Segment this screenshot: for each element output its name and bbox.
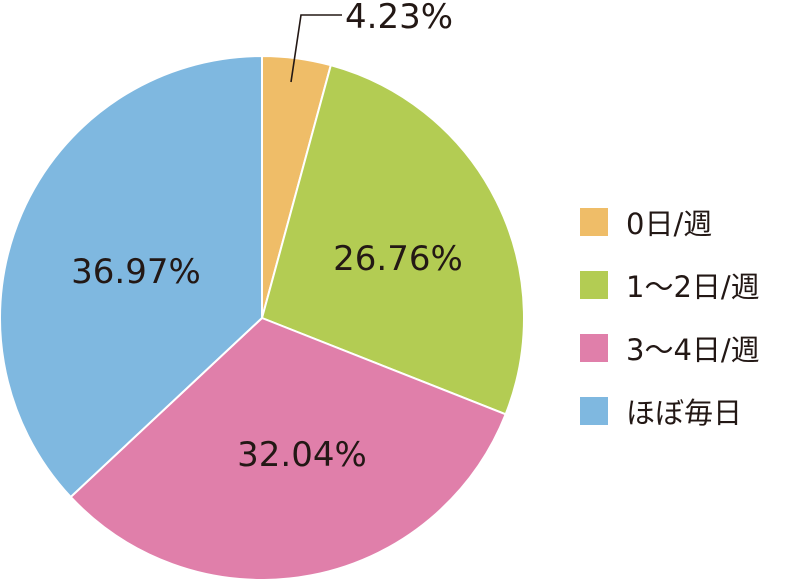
legend-item-almost-daily: ほぼ毎日 — [580, 391, 760, 431]
legend-item-1-2-days: 1〜2日/週 — [580, 265, 760, 305]
legend-label-almost-daily: ほぼ毎日 — [626, 396, 743, 430]
pie-slice-almost-daily — [0, 54, 263, 499]
pie-slice-1-2-days — [260, 63, 525, 416]
slice-label-3-4-days: 32.04% — [237, 435, 367, 475]
slice-label-almost-daily: 36.97% — [71, 252, 201, 292]
legend-label-1-2-days: 1〜2日/週 — [626, 270, 760, 304]
legend-swatch-0-days — [580, 208, 608, 236]
legend-swatch-3-4-days — [580, 334, 608, 362]
legend-swatch-almost-daily — [580, 397, 608, 425]
leader-line-0-days — [290, 14, 342, 83]
legend-label-0-days: 0日/週 — [626, 207, 713, 241]
slice-label-0-days: 4.23% — [345, 0, 453, 37]
pie-slices — [0, 54, 525, 579]
legend: 0日/週 1〜2日/週 3〜4日/週 ほぼ毎日 — [580, 202, 760, 454]
legend-swatch-1-2-days — [580, 271, 608, 299]
legend-label-3-4-days: 3〜4日/週 — [626, 333, 760, 367]
legend-item-3-4-days: 3〜4日/週 — [580, 328, 760, 368]
legend-item-0-days: 0日/週 — [580, 202, 760, 242]
pie-slice-3-4-days — [69, 316, 507, 579]
slice-label-1-2-days: 26.76% — [333, 239, 463, 279]
